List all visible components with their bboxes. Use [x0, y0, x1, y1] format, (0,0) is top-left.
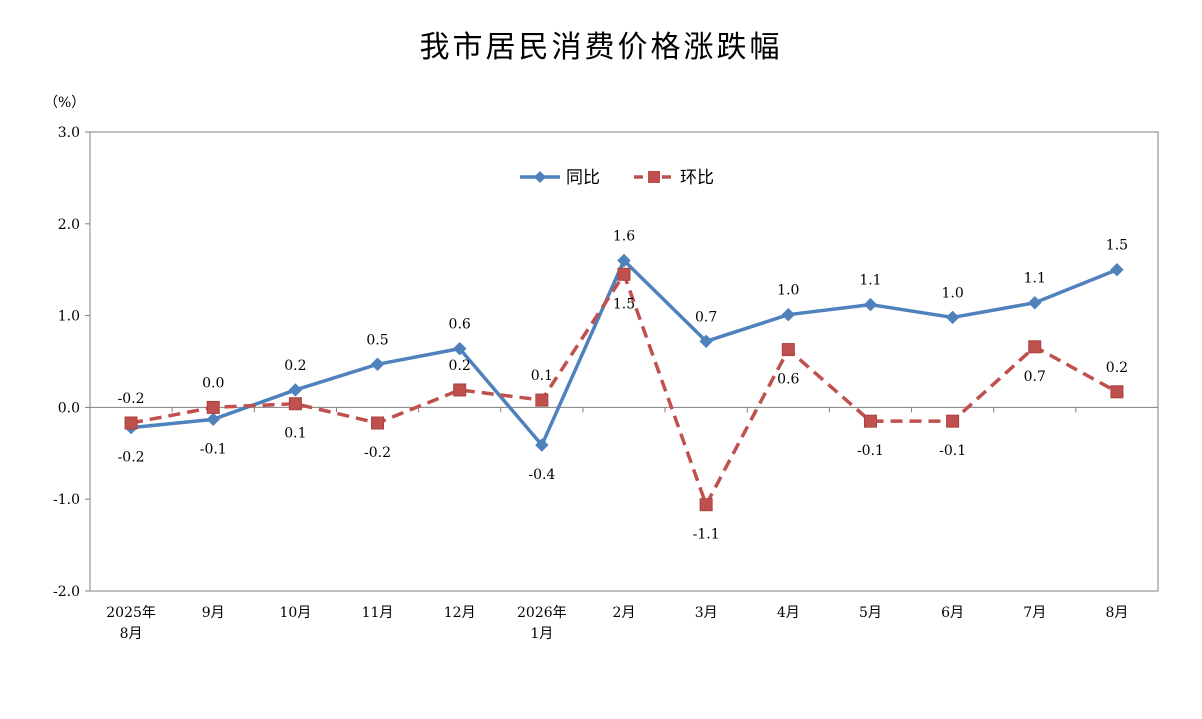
- data-point-diamond: [206, 412, 220, 427]
- data-point-square: [535, 393, 549, 407]
- data-point-square: [699, 498, 713, 512]
- data-label: 0.7: [1024, 369, 1046, 385]
- data-label: 1.5: [613, 296, 635, 312]
- x-tick-label: 9月: [202, 605, 225, 621]
- data-point-diamond: [1110, 262, 1124, 277]
- data-label: -0.1: [857, 443, 884, 459]
- x-tick-label: 5月: [859, 605, 882, 621]
- data-label: 1.5: [1106, 238, 1128, 254]
- y-tick-label: -1.0: [53, 492, 80, 508]
- data-point-diamond: [288, 383, 303, 397]
- data-point-diamond: [945, 310, 960, 325]
- data-point-square: [617, 267, 631, 281]
- x-tick-label: 6月: [941, 605, 964, 621]
- data-point-square: [124, 416, 138, 430]
- x-tick-label: 8月: [120, 626, 143, 642]
- data-label: -0.1: [200, 441, 227, 457]
- legend-marker-diamond: [534, 171, 546, 183]
- x-axis: 2025年 8月 9月 10月 11月 12月 2026年 1月 2月 3月 4月 5月 6月 7月 8月: [89, 406, 1159, 642]
- legend-label: 同比: [566, 168, 600, 188]
- data-point-square: [206, 400, 220, 414]
- data-point-diamond: [781, 307, 796, 322]
- y-axis: 3.0 2.0 1.0 0.0 -1.0 -2.0: [53, 125, 90, 600]
- data-point-square: [863, 414, 877, 428]
- data-labels: -0.2 -0.1 0.2 0.5 0.6 -0.4 1.6 0.7 1.0 1.1 1.0 1.1 1…: [118, 229, 1128, 543]
- data-label: -0.2: [364, 445, 391, 461]
- legend: 同比 环比: [520, 168, 714, 188]
- data-point-square: [453, 383, 467, 397]
- data-label: 0.7: [695, 309, 717, 325]
- data-label: 0.1: [284, 426, 306, 442]
- data-point-diamond: [617, 253, 631, 268]
- data-point-diamond: [370, 357, 385, 371]
- y-tick-label: -2.0: [53, 584, 80, 600]
- data-label: 1.0: [777, 283, 799, 299]
- data-label: 0.2: [284, 358, 306, 374]
- y-tick-label: 0.0: [58, 400, 80, 416]
- data-label: 0.6: [449, 317, 471, 333]
- data-point-diamond: [535, 438, 549, 452]
- data-label: 1.1: [1024, 271, 1046, 287]
- data-point-square: [371, 416, 385, 430]
- data-point-square: [781, 343, 795, 357]
- data-point-square: [946, 414, 960, 428]
- legend-marker-square: [648, 171, 660, 183]
- series-layer: [124, 253, 1124, 512]
- data-label: 0.1: [531, 368, 553, 384]
- data-label: 0.2: [1106, 360, 1128, 376]
- data-label: -1.1: [693, 527, 720, 543]
- x-tick-label: 2025年: [106, 605, 156, 621]
- data-label: 1.6: [613, 229, 635, 245]
- x-tick-label: 4月: [777, 605, 800, 621]
- data-point-square: [1110, 385, 1124, 399]
- y-tick-label: 1.0: [58, 309, 80, 325]
- x-tick-label: 2月: [613, 605, 636, 621]
- data-label: 0.5: [366, 332, 388, 348]
- data-label: -0.4: [528, 467, 555, 483]
- data-point-diamond: [452, 341, 467, 356]
- data-label: 1.1: [859, 273, 881, 289]
- data-point-diamond: [699, 334, 713, 349]
- x-tick-label: 10月: [279, 605, 311, 621]
- data-point-diamond: [863, 297, 878, 312]
- data-point-diamond: [1028, 296, 1042, 310]
- x-tick-label: 2026年: [517, 605, 567, 621]
- y-axis-unit-label: （%）: [44, 95, 85, 111]
- data-label: 0.6: [777, 372, 799, 388]
- x-tick-label: 7月: [1023, 605, 1046, 621]
- data-label: 0.2: [449, 358, 471, 374]
- data-label: -0.2: [118, 450, 145, 466]
- y-tick-label: 3.0: [58, 125, 80, 141]
- data-label: 1.0: [941, 285, 963, 301]
- x-tick-label: 11月: [362, 605, 394, 621]
- chart-title: 我市居民消费价格涨跌幅: [419, 30, 783, 65]
- x-tick-label: 12月: [444, 605, 476, 621]
- x-tick-label: 3月: [695, 605, 718, 621]
- y-tick-label: 2.0: [58, 217, 80, 233]
- legend-label: 环比: [680, 168, 714, 188]
- plot-area: [89, 131, 1159, 592]
- series-line-yoy: [130, 258, 1118, 447]
- x-tick-label: 1月: [530, 626, 553, 642]
- data-point-square: [288, 397, 302, 411]
- x-tick-label: 8月: [1105, 605, 1128, 621]
- data-point-square: [1028, 340, 1042, 354]
- data-label: -0.1: [939, 443, 966, 459]
- data-label: 0.0: [202, 375, 224, 391]
- data-label: -0.2: [118, 391, 145, 407]
